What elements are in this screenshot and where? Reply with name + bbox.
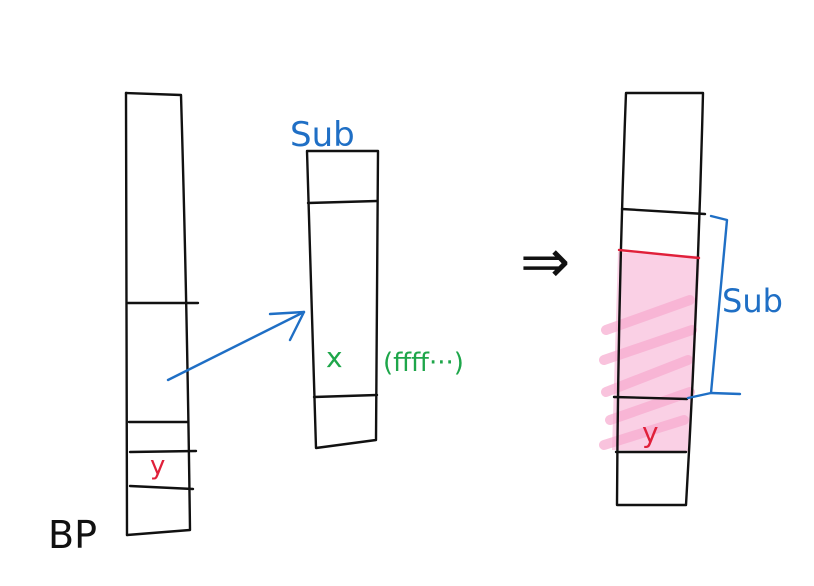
merged-stack: y (599, 91, 707, 507)
bp-stack-left-edge (124, 91, 129, 537)
bp-divider-4 (128, 484, 195, 491)
bp-stack-right-edge (124, 91, 192, 537)
merged-divider-1 (620, 207, 707, 216)
merged-divider-2 (612, 395, 689, 401)
y-label-left: y (150, 451, 165, 481)
sub-label-bracket: Sub (722, 282, 783, 320)
merged-stack-outline (615, 91, 705, 507)
bp-label: BP (48, 513, 97, 557)
bp-divider-3 (128, 449, 198, 454)
sub-label-top: Sub (290, 115, 355, 155)
sub-bracket (686, 214, 742, 400)
implies-arrow-icon: ⇒ (520, 227, 570, 297)
sub-top-boundary (617, 248, 701, 260)
sub-stack-outline (305, 149, 380, 450)
x-label: x (326, 341, 343, 374)
sub-stack: x (305, 149, 380, 450)
sub-divider-2 (312, 393, 379, 399)
call-arrow (166, 310, 306, 382)
sub-divider-1 (306, 199, 379, 205)
x-note: (ffff···) (383, 348, 464, 378)
bp-stack: y (124, 91, 200, 537)
arrowhead-icon (268, 310, 306, 342)
y-label-right: y (642, 416, 659, 449)
